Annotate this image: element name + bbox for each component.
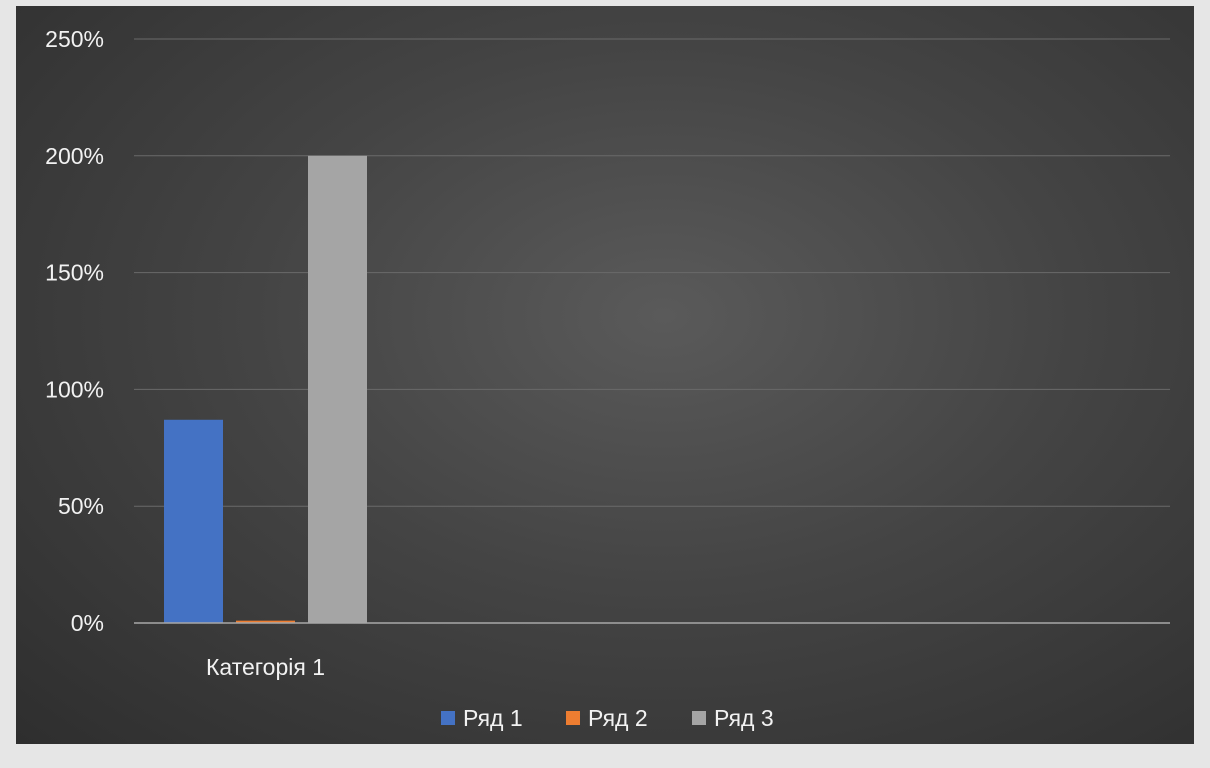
bar-3	[308, 155, 367, 624]
y-tick-label: 150%	[45, 260, 104, 286]
y-tick-label: 0%	[71, 610, 104, 636]
legend-swatch-1	[441, 711, 455, 725]
legend-swatch-2	[566, 711, 580, 725]
y-tick-label: 50%	[58, 493, 104, 519]
legend-label-3: Ряд 3	[714, 705, 774, 731]
legend-swatch-3	[692, 711, 706, 725]
y-tick-label: 100%	[45, 376, 104, 402]
y-tick-label: 250%	[45, 26, 104, 52]
x-axis: Категорія 1	[134, 622, 1170, 680]
legend: Ряд 1 Ряд 2 Ряд 3	[441, 705, 774, 731]
x-tick-label: Категорія 1	[206, 654, 325, 680]
y-tick-label: 200%	[45, 143, 104, 169]
bar-2	[236, 620, 295, 623]
gridlines	[134, 38, 1170, 507]
legend-label-2: Ряд 2	[588, 705, 648, 731]
y-axis-ticks: 0% 50% 100% 150% 200% 250%	[45, 26, 104, 636]
legend-label-1: Ряд 1	[463, 705, 523, 731]
bar-1	[164, 419, 223, 623]
bars	[164, 155, 367, 624]
